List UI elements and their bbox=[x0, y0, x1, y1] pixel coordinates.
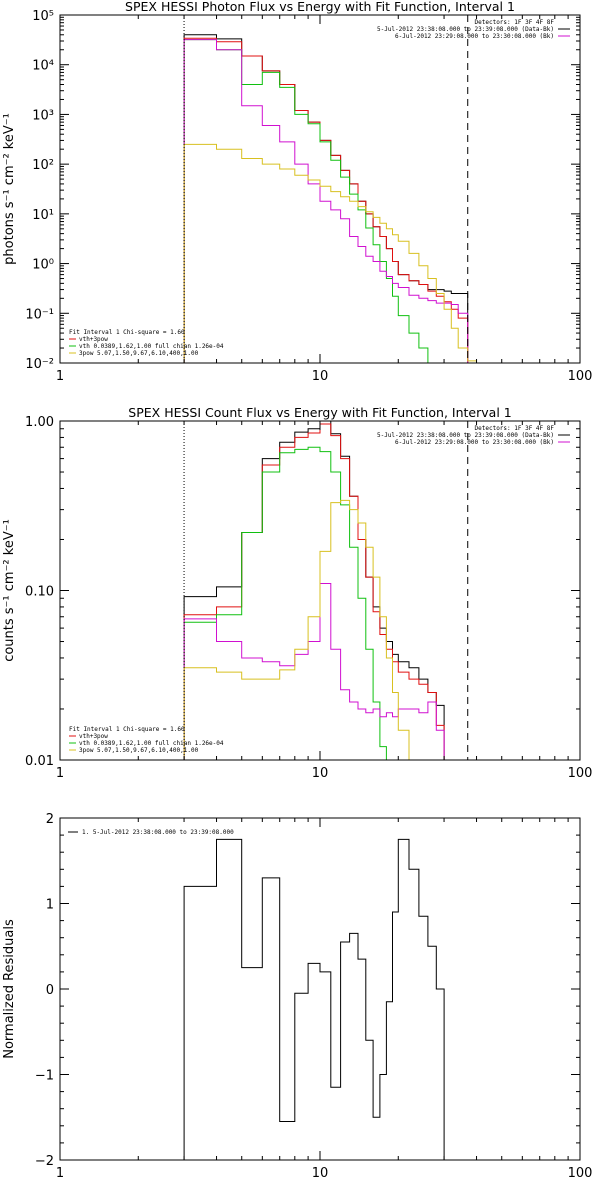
series-line-5 bbox=[183, 499, 445, 760]
series-line-5 bbox=[183, 143, 477, 363]
y-tick-label: 0.10 bbox=[25, 585, 54, 600]
y-tick-label: −1 bbox=[35, 1069, 54, 1084]
series-group bbox=[183, 838, 445, 1160]
legend-text: vth 0.0389,1.62,1.00 full chian 1.26e-04 bbox=[79, 740, 224, 747]
legend-text: 1. 5-Jul-2012 23:38:08.000 to 23:39:08.0… bbox=[82, 829, 234, 836]
y-axis-label: counts s⁻¹ cm⁻² keV⁻¹ bbox=[2, 519, 17, 662]
series-line-2 bbox=[183, 37, 469, 363]
y-axis-label: photons s⁻¹ cm⁻² keV⁻¹ bbox=[2, 113, 17, 265]
info-text: 6-Jul-2012 23:29:08.000 to 23:30:08.000 … bbox=[395, 439, 554, 446]
x-tick-label: 10 bbox=[312, 766, 329, 781]
info-text: 5-Jul-2012 23:38:08.000 to 23:39:08.000 … bbox=[377, 26, 554, 33]
legend-text: vth+3pow bbox=[79, 336, 108, 343]
plot-panel-2: SPEX HESSI Count Flux vs Energy with Fit… bbox=[2, 405, 592, 781]
y-tick-label: 10⁴ bbox=[32, 59, 54, 74]
series-line-4 bbox=[183, 39, 469, 363]
x-tick-label: 100 bbox=[568, 766, 593, 781]
series-group bbox=[183, 421, 445, 760]
info-text: 6-Jul-2012 23:29:08.000 to 23:30:08.000 … bbox=[395, 33, 554, 40]
legend-text: vth+3pow bbox=[79, 733, 108, 740]
x-tick-label: 1 bbox=[56, 766, 64, 781]
y-tick-label: 1.00 bbox=[25, 415, 54, 430]
y-tick-label: 0 bbox=[46, 983, 54, 998]
series-line-3 bbox=[183, 39, 468, 363]
y-tick-label: −2 bbox=[35, 1154, 54, 1169]
series-line-4 bbox=[183, 583, 445, 760]
info-text: Detectors: 1F 3F 4F 8F bbox=[475, 425, 555, 432]
plot-frame bbox=[59, 817, 581, 1161]
x-tick-label: 10 bbox=[312, 1166, 329, 1181]
series-group bbox=[183, 34, 477, 363]
legend-text: 3pow 5.07,1.50,9.67,6.10,400,1.00 bbox=[79, 747, 199, 754]
legend-text: 3pow 5.07,1.50,9.67,6.10,400,1.00 bbox=[79, 350, 199, 357]
series-line-1 bbox=[183, 838, 445, 1160]
y-axis-label: Normalized Residuals bbox=[2, 919, 17, 1059]
chart-title: SPEX HESSI Count Flux vs Energy with Fit… bbox=[128, 405, 511, 420]
y-tick-label: 10⁰ bbox=[32, 258, 54, 273]
series-line-2 bbox=[183, 423, 445, 760]
y-tick-label: 10³ bbox=[32, 108, 54, 123]
plot-panel-1: SPEX HESSI Photon Flux vs Energy with Fi… bbox=[2, 0, 592, 384]
chart-title: SPEX HESSI Photon Flux vs Energy with Fi… bbox=[125, 0, 515, 14]
legend-text: Fit Interval 1 Chi-square = 1.60 bbox=[69, 329, 185, 336]
y-tick-label: 10⁻² bbox=[25, 357, 54, 372]
y-tick-label: 10⁵ bbox=[32, 9, 54, 24]
series-line-1 bbox=[183, 34, 469, 363]
x-tick-label: 100 bbox=[568, 369, 593, 384]
y-tick-label: 0.01 bbox=[25, 754, 54, 769]
y-tick-label: 10² bbox=[32, 158, 54, 173]
series-line-3 bbox=[183, 446, 445, 760]
y-tick-label: 1 bbox=[46, 898, 54, 913]
info-text: Detectors: 1F 3F 4F 8F bbox=[475, 19, 555, 26]
x-tick-label: 1 bbox=[56, 369, 64, 384]
y-tick-label: 10¹ bbox=[32, 208, 54, 223]
legend-text: Fit Interval 1 Chi-square = 1.60 bbox=[69, 726, 185, 733]
x-tick-label: 1 bbox=[56, 1166, 64, 1181]
y-tick-label: 10⁻¹ bbox=[25, 307, 54, 322]
y-tick-label: 2 bbox=[46, 812, 54, 827]
x-tick-label: 10 bbox=[312, 369, 329, 384]
x-tick-label: 100 bbox=[568, 1166, 593, 1181]
plot-panel-3: Normalized Residuals 1 10 100 −2 −1 0 1 2 1. 5-Ju… bbox=[2, 812, 592, 1181]
legend-text: vth 0.0389,1.62,1.00 full chian 1.26e-04 bbox=[79, 343, 224, 350]
info-text: 5-Jul-2012 23:38:08.000 to 23:39:08.000 … bbox=[377, 432, 554, 439]
